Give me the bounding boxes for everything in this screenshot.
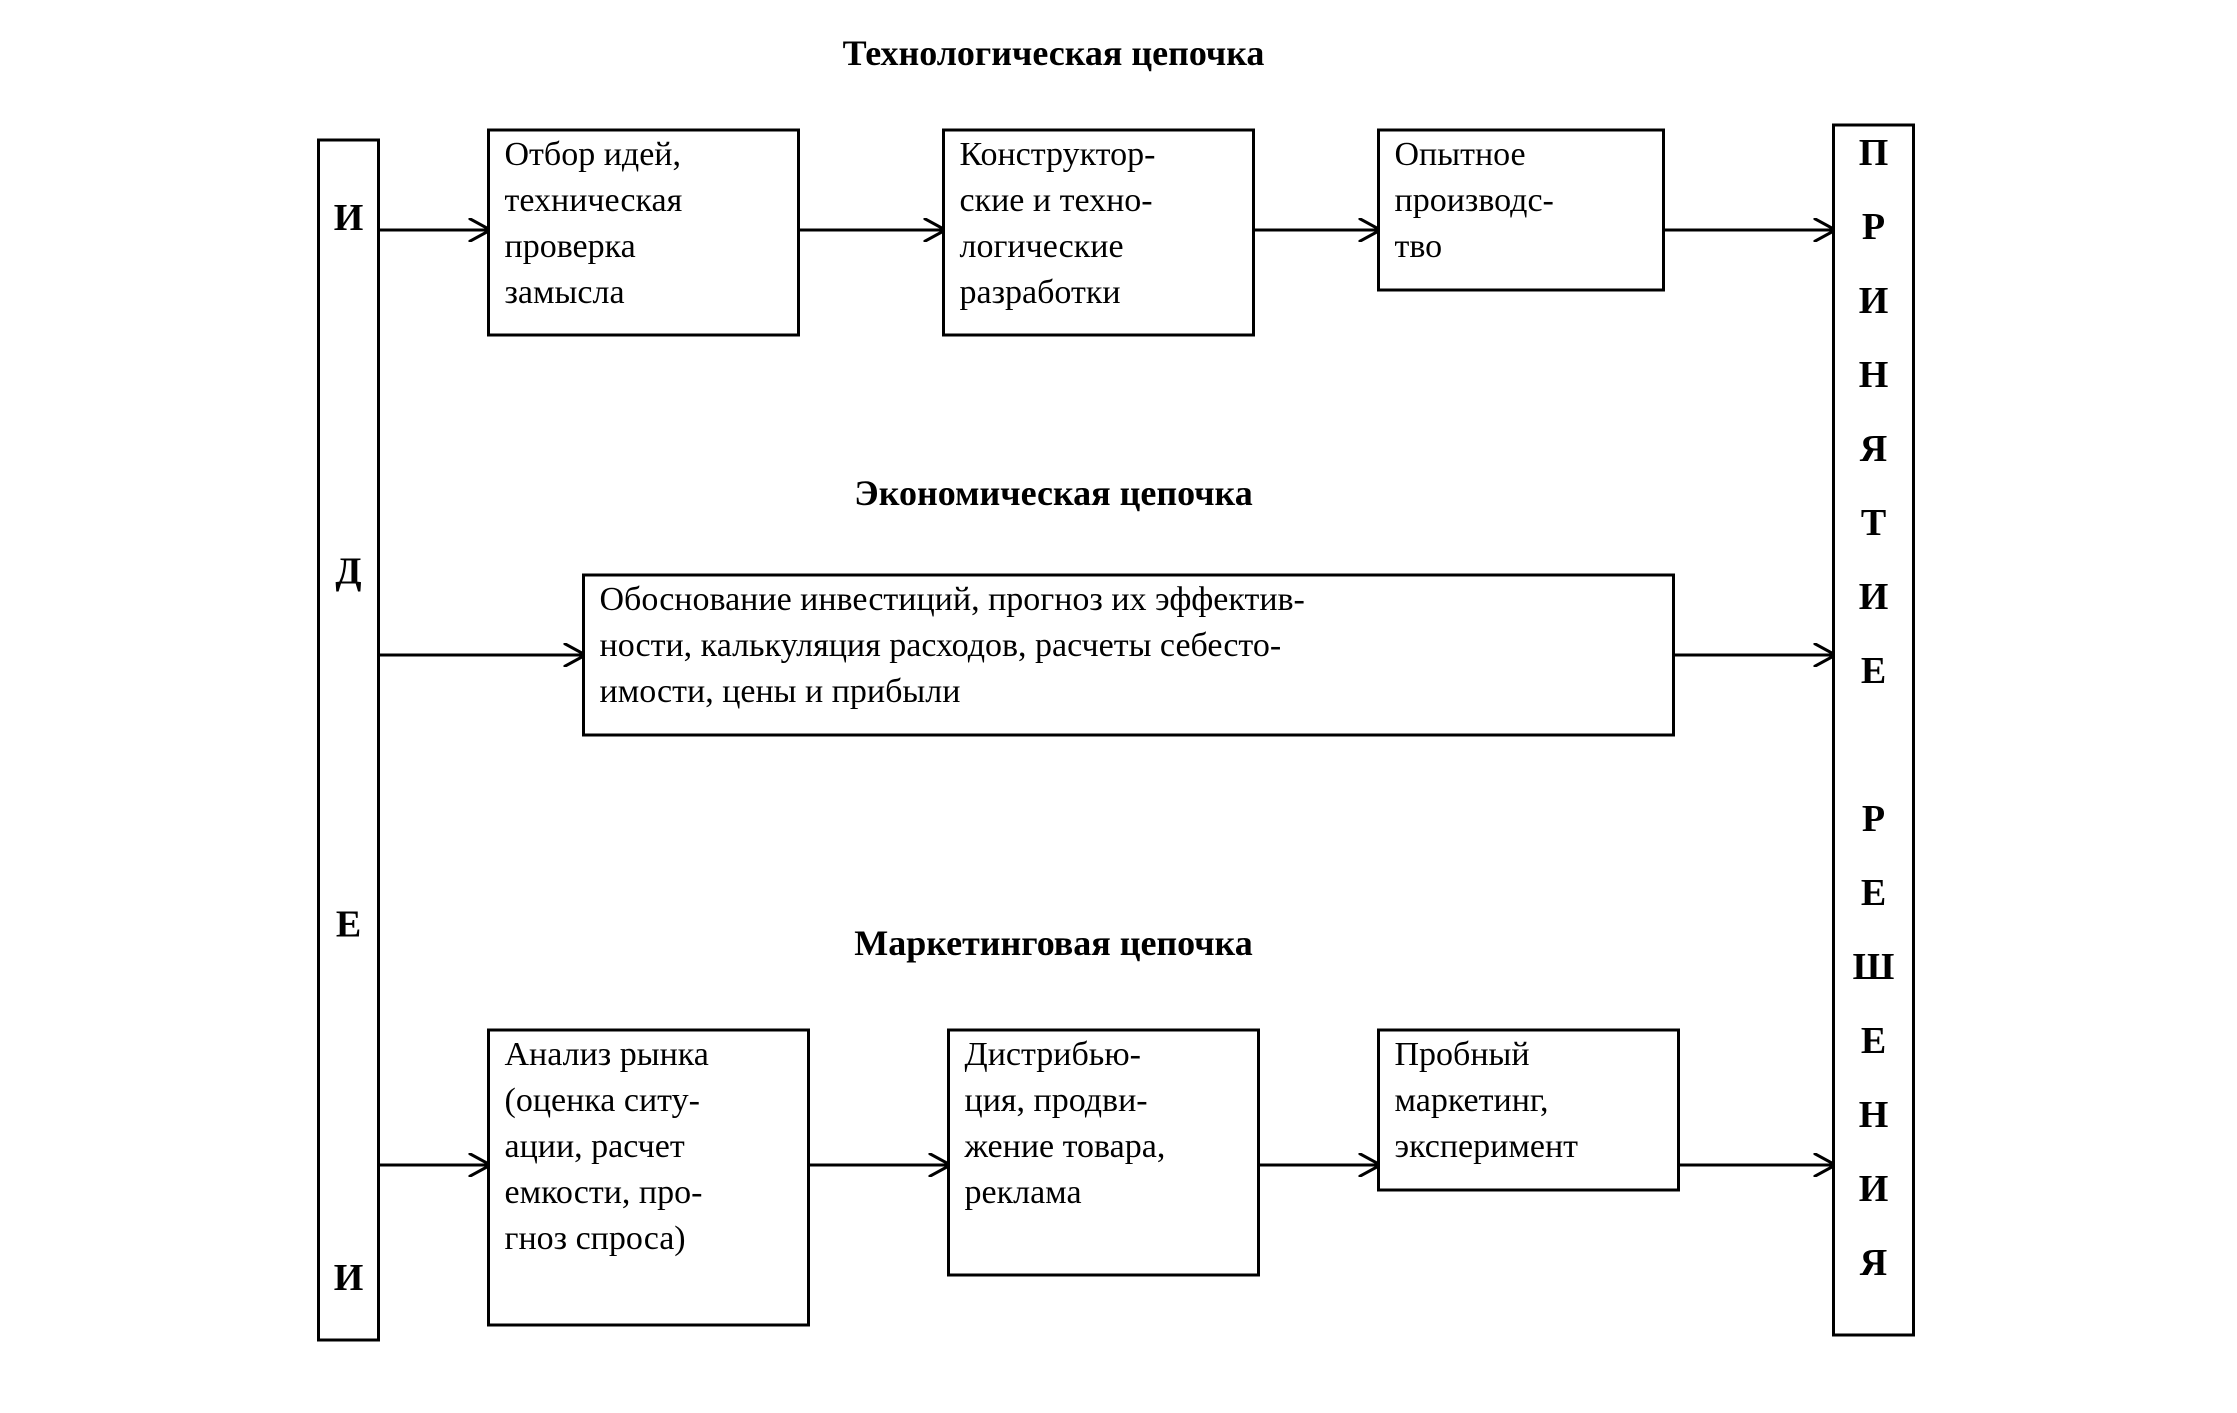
node-t1: Отбор идей, техническая проверка замысла (489, 130, 799, 335)
vertical-letter: Н (1859, 354, 1889, 396)
vertical-letter: Е (1861, 872, 1886, 914)
vertical-letter: И (1859, 280, 1889, 322)
node-t2: Конструктор-ские и техно-логические разра… (944, 130, 1254, 335)
node-text-line: Обоснование инвестиций, прогноз их эффек… (600, 581, 1305, 618)
vertical-letter: Е (336, 904, 361, 946)
node-m3: Пробный маркетинг, эксперимент (1379, 1030, 1679, 1190)
node-t3: Опытное производс-тво (1379, 130, 1664, 290)
vertical-letter: Е (1861, 1020, 1886, 1062)
vertical-letter: Я (1860, 1242, 1887, 1284)
node-text-line: Отбор идей, (505, 136, 682, 173)
node-text-line: ция, продви- (965, 1082, 1148, 1119)
node-text-line: Опытное (1395, 136, 1526, 173)
node-text-line: Дистрибью- (965, 1036, 1141, 1073)
vertical-letter: Ш (1853, 946, 1895, 988)
node-text-line: (оценка ситу- (505, 1082, 700, 1119)
node-text-line: емкости, про- (505, 1174, 703, 1211)
node-text-line: имости, цены и прибыли (600, 673, 961, 710)
flowchart-diagram: ИДЕИПРИНЯТИЕРЕШЕНИЯОтбор идей,техническа… (0, 0, 2237, 1413)
node-ideas: И Д Е И (319, 140, 379, 1340)
node-text-line: тво (1395, 228, 1443, 265)
vertical-letter: Д (335, 550, 361, 592)
vertical-letter: Н (1859, 1094, 1889, 1136)
vertical-letter: И (334, 1257, 364, 1299)
vertical-letter: Р (1862, 798, 1885, 840)
node-text-line: жение товара, (964, 1128, 1166, 1165)
node-text-line: ации, расчет (505, 1128, 685, 1165)
node-text-line: Анализ рынка (505, 1036, 709, 1073)
node-text-line: ские и техно- (960, 182, 1153, 219)
vertical-letter: Е (1861, 650, 1886, 692)
vertical-letter: И (1859, 576, 1889, 618)
node-decision: ПРИНЯТИЕРЕШЕНИЯ (1834, 125, 1914, 1335)
node-text-line: ности, калькуляция расходов, расчеты себ… (600, 627, 1282, 664)
chain-heading: Маркетинговая цепочка (854, 923, 1253, 963)
node-text-line: производс- (1395, 182, 1554, 219)
vertical-letter: Р (1862, 206, 1885, 248)
node-text-line: техническая (505, 182, 683, 219)
chain-heading: Технологическая цепочка (843, 33, 1265, 73)
vertical-letter: И (334, 197, 364, 239)
node-text-line: проверка (505, 228, 636, 265)
node-text-line: Конструктор- (960, 136, 1156, 173)
node-text-line: маркетинг, (1395, 1082, 1549, 1119)
vertical-letter: П (1859, 132, 1889, 174)
node-text-line: эксперимент (1395, 1128, 1579, 1165)
vertical-letter: Я (1860, 428, 1887, 470)
node-e1: Обоснование инвестиций, прогноз их эффек… (584, 575, 1674, 735)
node-text-line: разработки (960, 274, 1121, 311)
node-text-line: Пробный (1395, 1036, 1530, 1073)
node-m2: Дистрибью-ция, продви-жение товара, рекла… (949, 1030, 1259, 1275)
node-text-line: логические (960, 228, 1124, 265)
vertical-letter: Т (1861, 502, 1886, 544)
node-text-line: гноз спроса) (505, 1220, 686, 1257)
node-m1: Анализ рынка (оценка ситу-ации, расчет емк… (489, 1030, 809, 1325)
vertical-letter: И (1859, 1168, 1889, 1210)
node-text-line: замысла (505, 274, 625, 311)
node-text-line: реклама (965, 1174, 1082, 1211)
chain-heading: Экономическая цепочка (854, 473, 1252, 513)
